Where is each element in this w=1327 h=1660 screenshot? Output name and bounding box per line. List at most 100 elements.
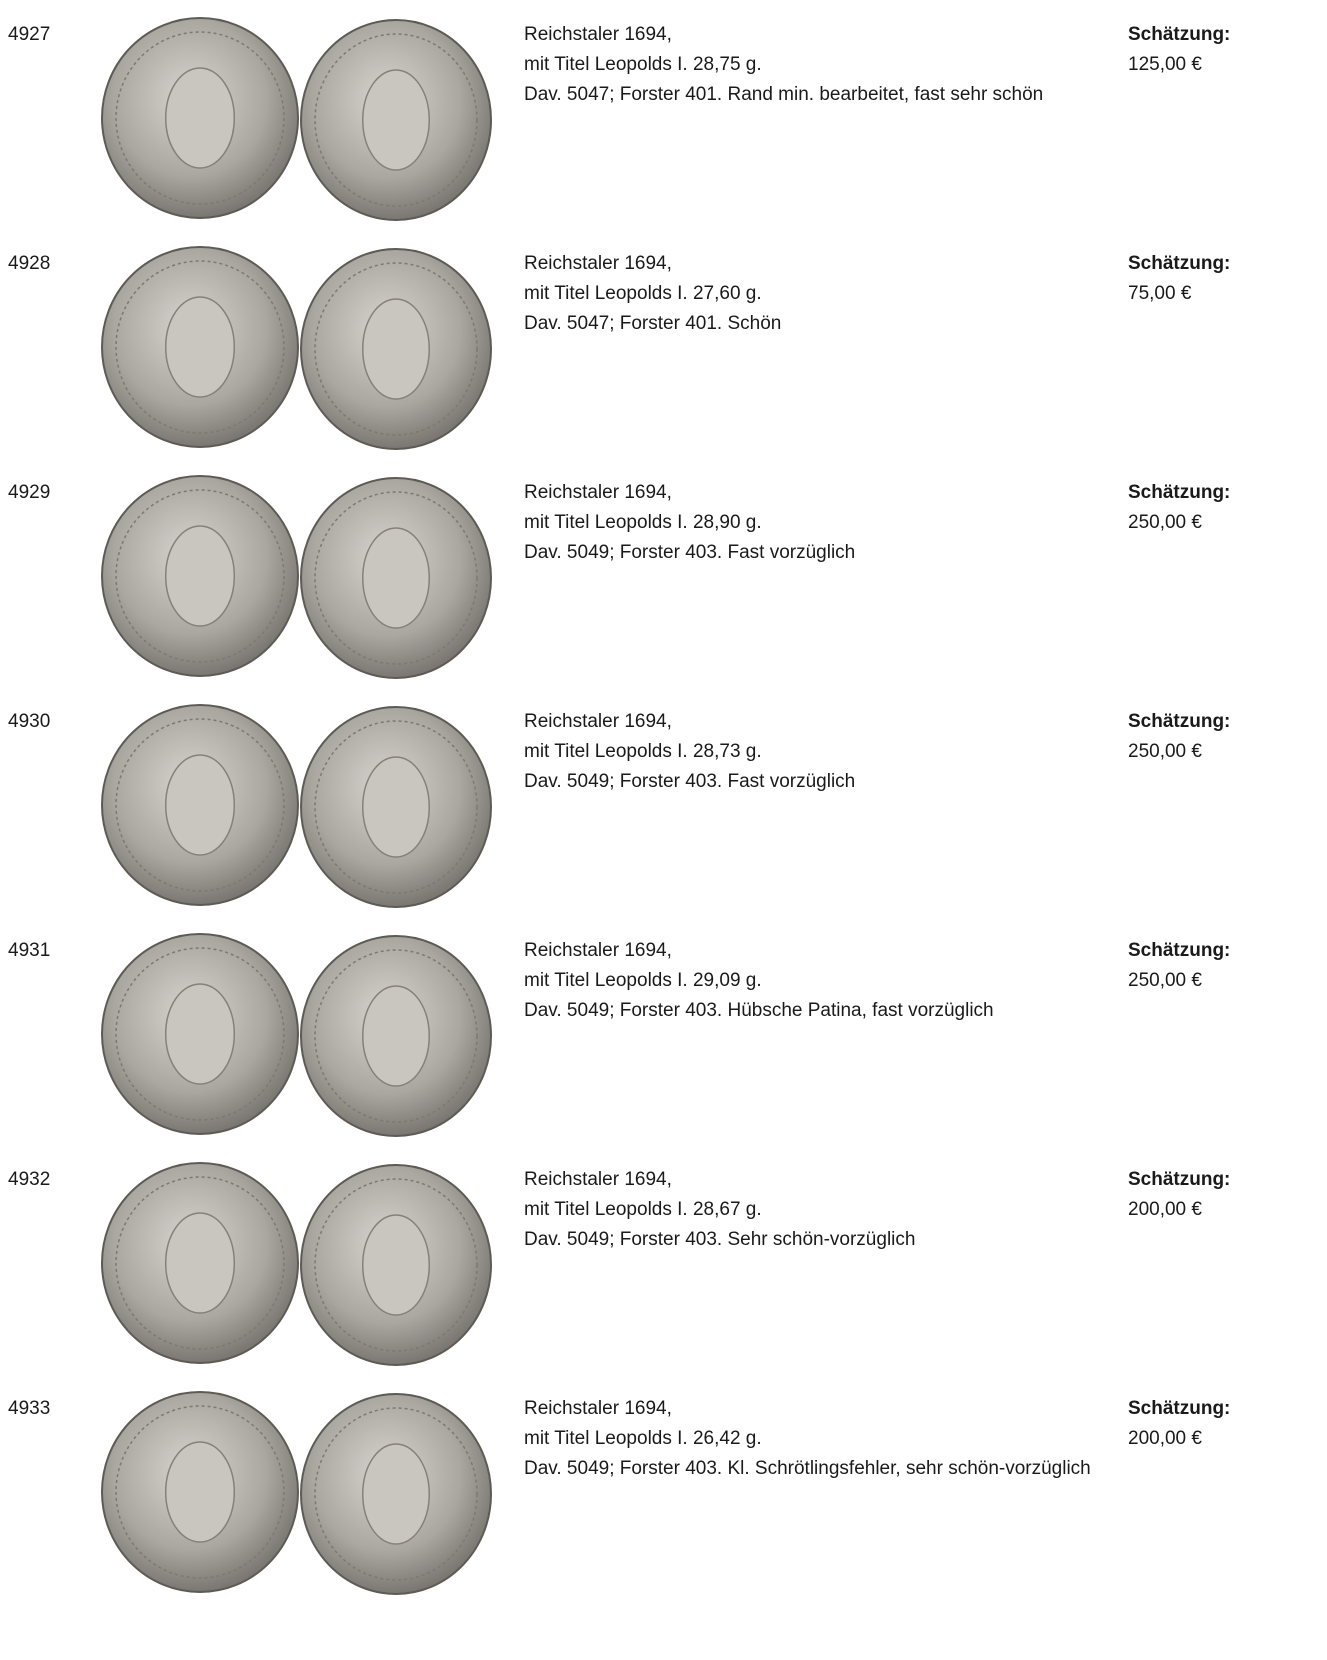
coin-rim: [115, 947, 285, 1121]
lot-row: 4933 Reichstaler 1694, mit Titel Leopolds …: [0, 1390, 1327, 1618]
title: Reichstaler 1694,: [524, 940, 672, 961]
coin-rim: [314, 1178, 478, 1352]
description: Reichstaler 1694, mit Titel Leopolds I. 2…: [524, 1394, 1094, 1484]
coin-rim: [314, 262, 478, 436]
description: Reichstaler 1694, mit Titel Leopolds I. 2…: [524, 1165, 1094, 1255]
coin-motif: [362, 69, 430, 171]
coin-rim: [115, 1405, 285, 1579]
estimate-value: 200,00 €: [1128, 1199, 1202, 1220]
reference: Dav. 5049; Forster 403. Fast vorzüglich: [524, 542, 856, 563]
coin-images: [101, 475, 492, 679]
title: Reichstaler 1694,: [524, 24, 672, 45]
estimate: Schätzung: 250,00 €: [1128, 936, 1230, 996]
weight: mit Titel Leopolds I. 28,90 g.: [524, 512, 762, 533]
estimate-value: 250,00 €: [1128, 741, 1202, 762]
reference: Dav. 5047; Forster 401. Schön: [524, 313, 782, 334]
estimate-label: Schätzung:: [1128, 711, 1231, 732]
coin-rim: [115, 489, 285, 663]
coin-motif: [362, 527, 430, 629]
lot-row: 4929 Reichstaler 1694, mit Titel Leopolds …: [0, 474, 1327, 702]
lot-row: 4932 Reichstaler 1694, mit Titel Leopolds …: [0, 1161, 1327, 1389]
estimate: Schätzung: 200,00 €: [1128, 1165, 1230, 1225]
estimate-value: 125,00 €: [1128, 54, 1202, 75]
coin-motif: [362, 1214, 430, 1316]
weight: mit Titel Leopolds I. 29,09 g.: [524, 970, 762, 991]
estimate: Schätzung: 250,00 €: [1128, 707, 1230, 767]
estimate-label: Schätzung:: [1128, 24, 1231, 45]
coin-images: [101, 17, 492, 221]
estimate: Schätzung: 75,00 €: [1128, 249, 1230, 309]
estimate: Schätzung: 200,00 €: [1128, 1394, 1230, 1454]
coin-rim: [314, 1407, 478, 1581]
lot-number: 4927: [8, 24, 51, 45]
estimate-label: Schätzung:: [1128, 1398, 1231, 1419]
coin-motif: [164, 1441, 236, 1543]
coin-motif: [164, 296, 236, 398]
coin-images: [101, 704, 492, 908]
estimate-label: Schätzung:: [1128, 253, 1231, 274]
coin-motif: [362, 298, 430, 400]
estimate-value: 75,00 €: [1128, 283, 1192, 304]
coin-motif: [362, 1443, 430, 1545]
coin-rim: [115, 1176, 285, 1350]
coin-rim: [314, 949, 478, 1123]
coin-motif: [362, 756, 430, 858]
estimate: Schätzung: 250,00 €: [1128, 478, 1230, 538]
lot-row: 4928 Reichstaler 1694, mit Titel Leopolds …: [0, 245, 1327, 473]
reference: Dav. 5049; Forster 403. Fast vorzüglich: [524, 771, 856, 792]
reference: Dav. 5049; Forster 403. Sehr schön-vorzü…: [524, 1229, 916, 1250]
coin-rim: [115, 31, 285, 205]
weight: mit Titel Leopolds I. 26,42 g.: [524, 1428, 762, 1449]
weight: mit Titel Leopolds I. 28,73 g.: [524, 741, 762, 762]
coin-images: [101, 246, 492, 450]
coin-images: [101, 1162, 492, 1366]
lot-number: 4931: [8, 940, 51, 961]
coin-motif: [362, 985, 430, 1087]
title: Reichstaler 1694,: [524, 1169, 672, 1190]
coin-rim: [314, 720, 478, 894]
description: Reichstaler 1694, mit Titel Leopolds I. 2…: [524, 478, 1094, 568]
coin-rim: [314, 33, 478, 207]
lot-number: 4930: [8, 711, 51, 732]
coin-images: [101, 1391, 492, 1595]
estimate-value: 250,00 €: [1128, 512, 1202, 533]
lot-number: 4933: [8, 1398, 51, 1419]
coin-motif: [164, 1212, 236, 1314]
lot-row: 4930 Reichstaler 1694, mit Titel Leopolds …: [0, 703, 1327, 931]
description: Reichstaler 1694, mit Titel Leopolds I. 2…: [524, 249, 1094, 339]
reference: Dav. 5047; Forster 401. Rand min. bearbe…: [524, 84, 1044, 105]
title: Reichstaler 1694,: [524, 482, 672, 503]
title: Reichstaler 1694,: [524, 1398, 672, 1419]
coin-rim: [115, 260, 285, 434]
lot-number: 4928: [8, 253, 51, 274]
description: Reichstaler 1694, mit Titel Leopolds I. 2…: [524, 936, 1094, 1026]
estimate-value: 250,00 €: [1128, 970, 1202, 991]
coin-rim: [115, 718, 285, 892]
estimate: Schätzung: 125,00 €: [1128, 20, 1230, 80]
estimate-label: Schätzung:: [1128, 940, 1231, 961]
description: Reichstaler 1694, mit Titel Leopolds I. 2…: [524, 20, 1094, 110]
reference: Dav. 5049; Forster 403. Kl. Schrötlingsf…: [524, 1458, 1091, 1479]
title: Reichstaler 1694,: [524, 711, 672, 732]
coin-motif: [164, 983, 236, 1085]
weight: mit Titel Leopolds I. 27,60 g.: [524, 283, 762, 304]
estimate-label: Schätzung:: [1128, 1169, 1231, 1190]
lot-row: 4927 Reichstaler 1694, mit Titel Leopolds …: [0, 16, 1327, 244]
lot-number: 4929: [8, 482, 51, 503]
title: Reichstaler 1694,: [524, 253, 672, 274]
coin-motif: [164, 67, 236, 169]
coin-motif: [164, 525, 236, 627]
reference: Dav. 5049; Forster 403. Hübsche Patina, …: [524, 1000, 994, 1021]
weight: mit Titel Leopolds I. 28,75 g.: [524, 54, 762, 75]
estimate-label: Schätzung:: [1128, 482, 1231, 503]
coin-motif: [164, 754, 236, 856]
coin-rim: [314, 491, 478, 665]
lot-row: 4931 Reichstaler 1694, mit Titel Leopolds …: [0, 932, 1327, 1160]
weight: mit Titel Leopolds I. 28,67 g.: [524, 1199, 762, 1220]
description: Reichstaler 1694, mit Titel Leopolds I. 2…: [524, 707, 1094, 797]
coin-images: [101, 933, 492, 1137]
estimate-value: 200,00 €: [1128, 1428, 1202, 1449]
lot-number: 4932: [8, 1169, 51, 1190]
